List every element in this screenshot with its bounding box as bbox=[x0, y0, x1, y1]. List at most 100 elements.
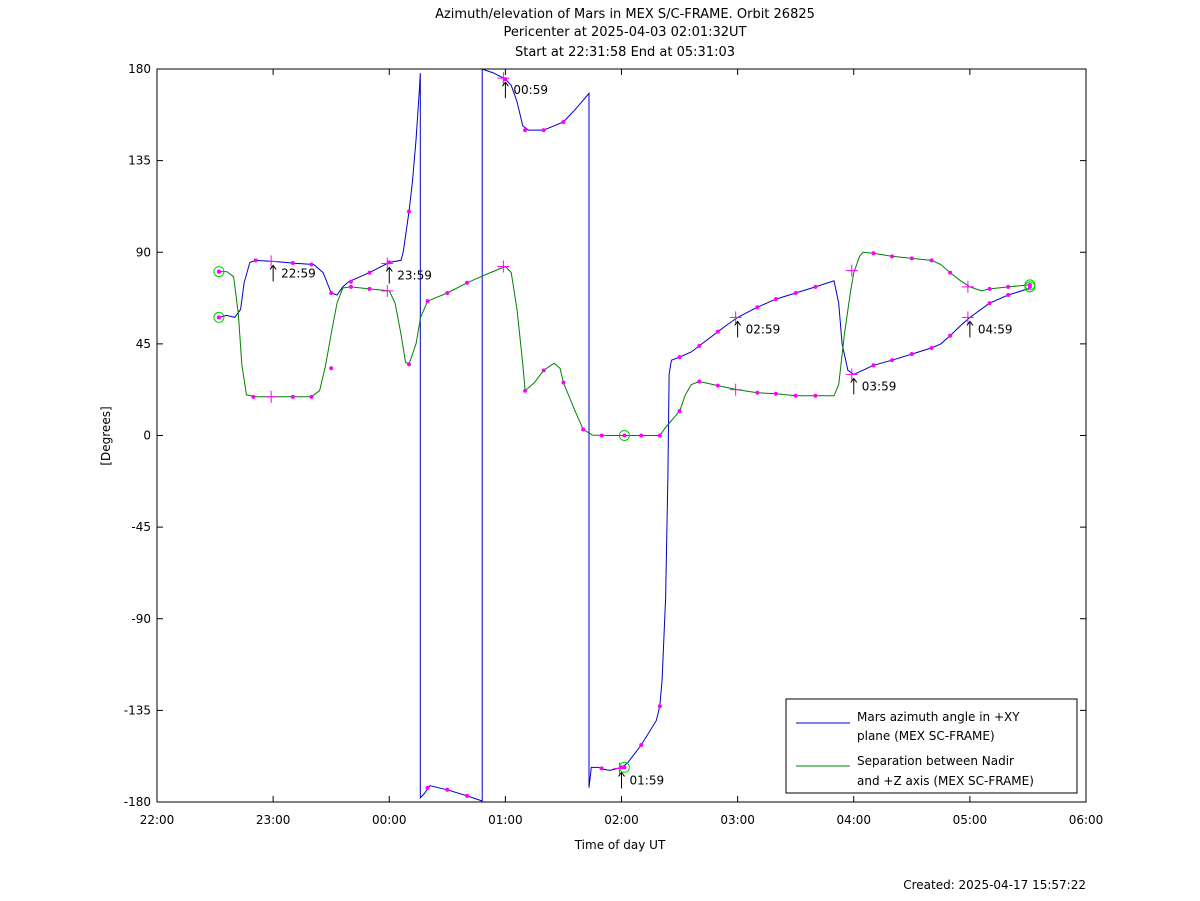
marker-separation-19 bbox=[697, 379, 702, 384]
marker-azimuth-2 bbox=[290, 261, 295, 266]
marker-azimuth-4 bbox=[329, 290, 334, 295]
hour-cross-azimuth-4 bbox=[729, 311, 742, 324]
hour-label-0: 22:59 bbox=[281, 266, 316, 280]
marker-azimuth-19 bbox=[657, 704, 662, 709]
endpoint-dot-3 bbox=[622, 765, 627, 770]
marker-azimuth-10 bbox=[445, 787, 450, 792]
hour-cross-separation-4 bbox=[845, 264, 858, 277]
marker-azimuth-32 bbox=[987, 301, 992, 306]
hour-cross-azimuth-5 bbox=[845, 368, 858, 381]
hour-cross-azimuth-1 bbox=[381, 257, 394, 270]
marker-azimuth-11 bbox=[465, 793, 470, 798]
marker-separation-1 bbox=[251, 394, 256, 399]
marker-separation-10 bbox=[465, 280, 470, 285]
hour-arrow-1 bbox=[385, 266, 393, 284]
marker-azimuth-27 bbox=[871, 363, 876, 368]
marker-azimuth-1 bbox=[253, 258, 258, 263]
marker-separation-17 bbox=[657, 433, 662, 438]
marker-azimuth-5 bbox=[348, 279, 353, 284]
hour-label-1: 23:59 bbox=[397, 268, 432, 282]
marker-separation-6 bbox=[367, 286, 372, 291]
y-tick-label-2: 90 bbox=[136, 245, 151, 259]
y-tick-label-4: 0 bbox=[143, 429, 151, 443]
marker-separation-13 bbox=[561, 380, 566, 385]
endpoint-circle-5 bbox=[1024, 281, 1036, 293]
marker-separation-7 bbox=[406, 362, 411, 367]
y-tick-label-7: -135 bbox=[124, 703, 151, 717]
hour-arrow-3 bbox=[618, 771, 625, 789]
y-axis-label: [Degrees] bbox=[99, 406, 113, 465]
marker-azimuth-18 bbox=[639, 742, 644, 747]
legend-label-separation-1: Separation between Nadir bbox=[857, 754, 1014, 768]
hour-label-4: 02:59 bbox=[746, 322, 781, 336]
endpoint-dot-1 bbox=[216, 315, 221, 320]
endpoint-dot-5 bbox=[1027, 284, 1032, 289]
marker-azimuth-29 bbox=[909, 352, 914, 357]
marker-separation-5 bbox=[348, 284, 353, 289]
marker-azimuth-23 bbox=[755, 305, 760, 310]
marker-separation-18 bbox=[677, 409, 682, 414]
y-tick-label-0: 180 bbox=[128, 62, 151, 76]
marker-azimuth-25 bbox=[793, 290, 798, 295]
marker-separation-21 bbox=[755, 390, 760, 395]
marker-azimuth-28 bbox=[890, 358, 895, 363]
marker-azimuth-26 bbox=[813, 284, 818, 289]
hour-label-3: 01:59 bbox=[630, 773, 665, 787]
hour-cross-separation-5 bbox=[961, 280, 974, 293]
marker-separation-12 bbox=[541, 368, 546, 373]
created-timestamp: Created: 2025-04-17 15:57:22 bbox=[903, 878, 1086, 892]
marker-azimuth-14 bbox=[541, 128, 546, 133]
marker-separation-11 bbox=[523, 388, 528, 393]
marker-separation-31 bbox=[1006, 284, 1011, 289]
hour-cross-azimuth-2 bbox=[497, 72, 510, 85]
marker-separation-25 bbox=[871, 251, 876, 256]
hour-cross-azimuth-0 bbox=[265, 255, 278, 268]
marker-separation-24 bbox=[813, 393, 818, 398]
y-tick-label-3: 45 bbox=[136, 337, 151, 351]
hour-label-2: 00:59 bbox=[513, 83, 548, 97]
hour-cross-separation-2 bbox=[497, 260, 510, 273]
x-tick-label-5: 03:00 bbox=[720, 813, 755, 827]
marker-separation-2 bbox=[290, 394, 295, 399]
hour-cross-azimuth-6 bbox=[961, 311, 974, 324]
marker-separation-15 bbox=[599, 433, 604, 438]
marker-separation-30 bbox=[987, 286, 992, 291]
marker-separation-3 bbox=[309, 394, 314, 399]
marker-azimuth-24 bbox=[773, 297, 778, 302]
marker-separation-9 bbox=[445, 290, 450, 295]
legend-label-azimuth-2: plane (MEX SC-FRAME) bbox=[857, 729, 995, 743]
y-tick-label-5: -45 bbox=[131, 520, 151, 534]
x-tick-label-6: 04:00 bbox=[836, 813, 871, 827]
y-tick-label-1: 135 bbox=[128, 154, 151, 168]
marker-azimuth-33 bbox=[1006, 293, 1011, 298]
hour-label-5: 03:59 bbox=[862, 379, 897, 393]
marker-separation-29 bbox=[948, 270, 953, 275]
marker-separation-14 bbox=[581, 427, 586, 432]
x-tick-label-1: 23:00 bbox=[256, 813, 291, 827]
series-line-azimuth bbox=[218, 69, 1031, 802]
hour-arrow-2 bbox=[502, 81, 509, 99]
marker-separation-27 bbox=[909, 256, 914, 261]
marker-azimuth-6 bbox=[367, 270, 372, 275]
marker-separation-16 bbox=[639, 433, 644, 438]
x-tick-label-0: 22:00 bbox=[140, 813, 175, 827]
hour-labels: 22:59 23:59 00:59 01:59 02:59 03:59 04:59 bbox=[269, 81, 1012, 789]
chart-subtitle-start-end: Start at 22:31:58 End at 05:31:03 bbox=[515, 45, 735, 60]
marker-azimuth-31 bbox=[948, 333, 953, 338]
marker-azimuth-9 bbox=[425, 785, 430, 790]
legend-label-separation-2: and +Z axis (MEX SC-FRAME) bbox=[857, 774, 1034, 788]
y-tick-label-6: -90 bbox=[131, 612, 151, 626]
endpoint-circle-3 bbox=[618, 761, 630, 773]
plot-frame bbox=[156, 68, 1087, 803]
hour-arrow-6 bbox=[966, 320, 974, 338]
endpoint-circle-1 bbox=[213, 311, 225, 323]
marker-separation-28 bbox=[929, 258, 934, 263]
hour-cross-separation-0 bbox=[265, 390, 278, 403]
legend-box bbox=[785, 698, 1078, 794]
marker-azimuth-3 bbox=[309, 262, 314, 267]
marker-separation-20 bbox=[715, 383, 720, 388]
marker-separation-8 bbox=[425, 299, 430, 304]
hour-cross-separation-1 bbox=[381, 284, 394, 297]
marker-azimuth-13 bbox=[523, 128, 528, 133]
